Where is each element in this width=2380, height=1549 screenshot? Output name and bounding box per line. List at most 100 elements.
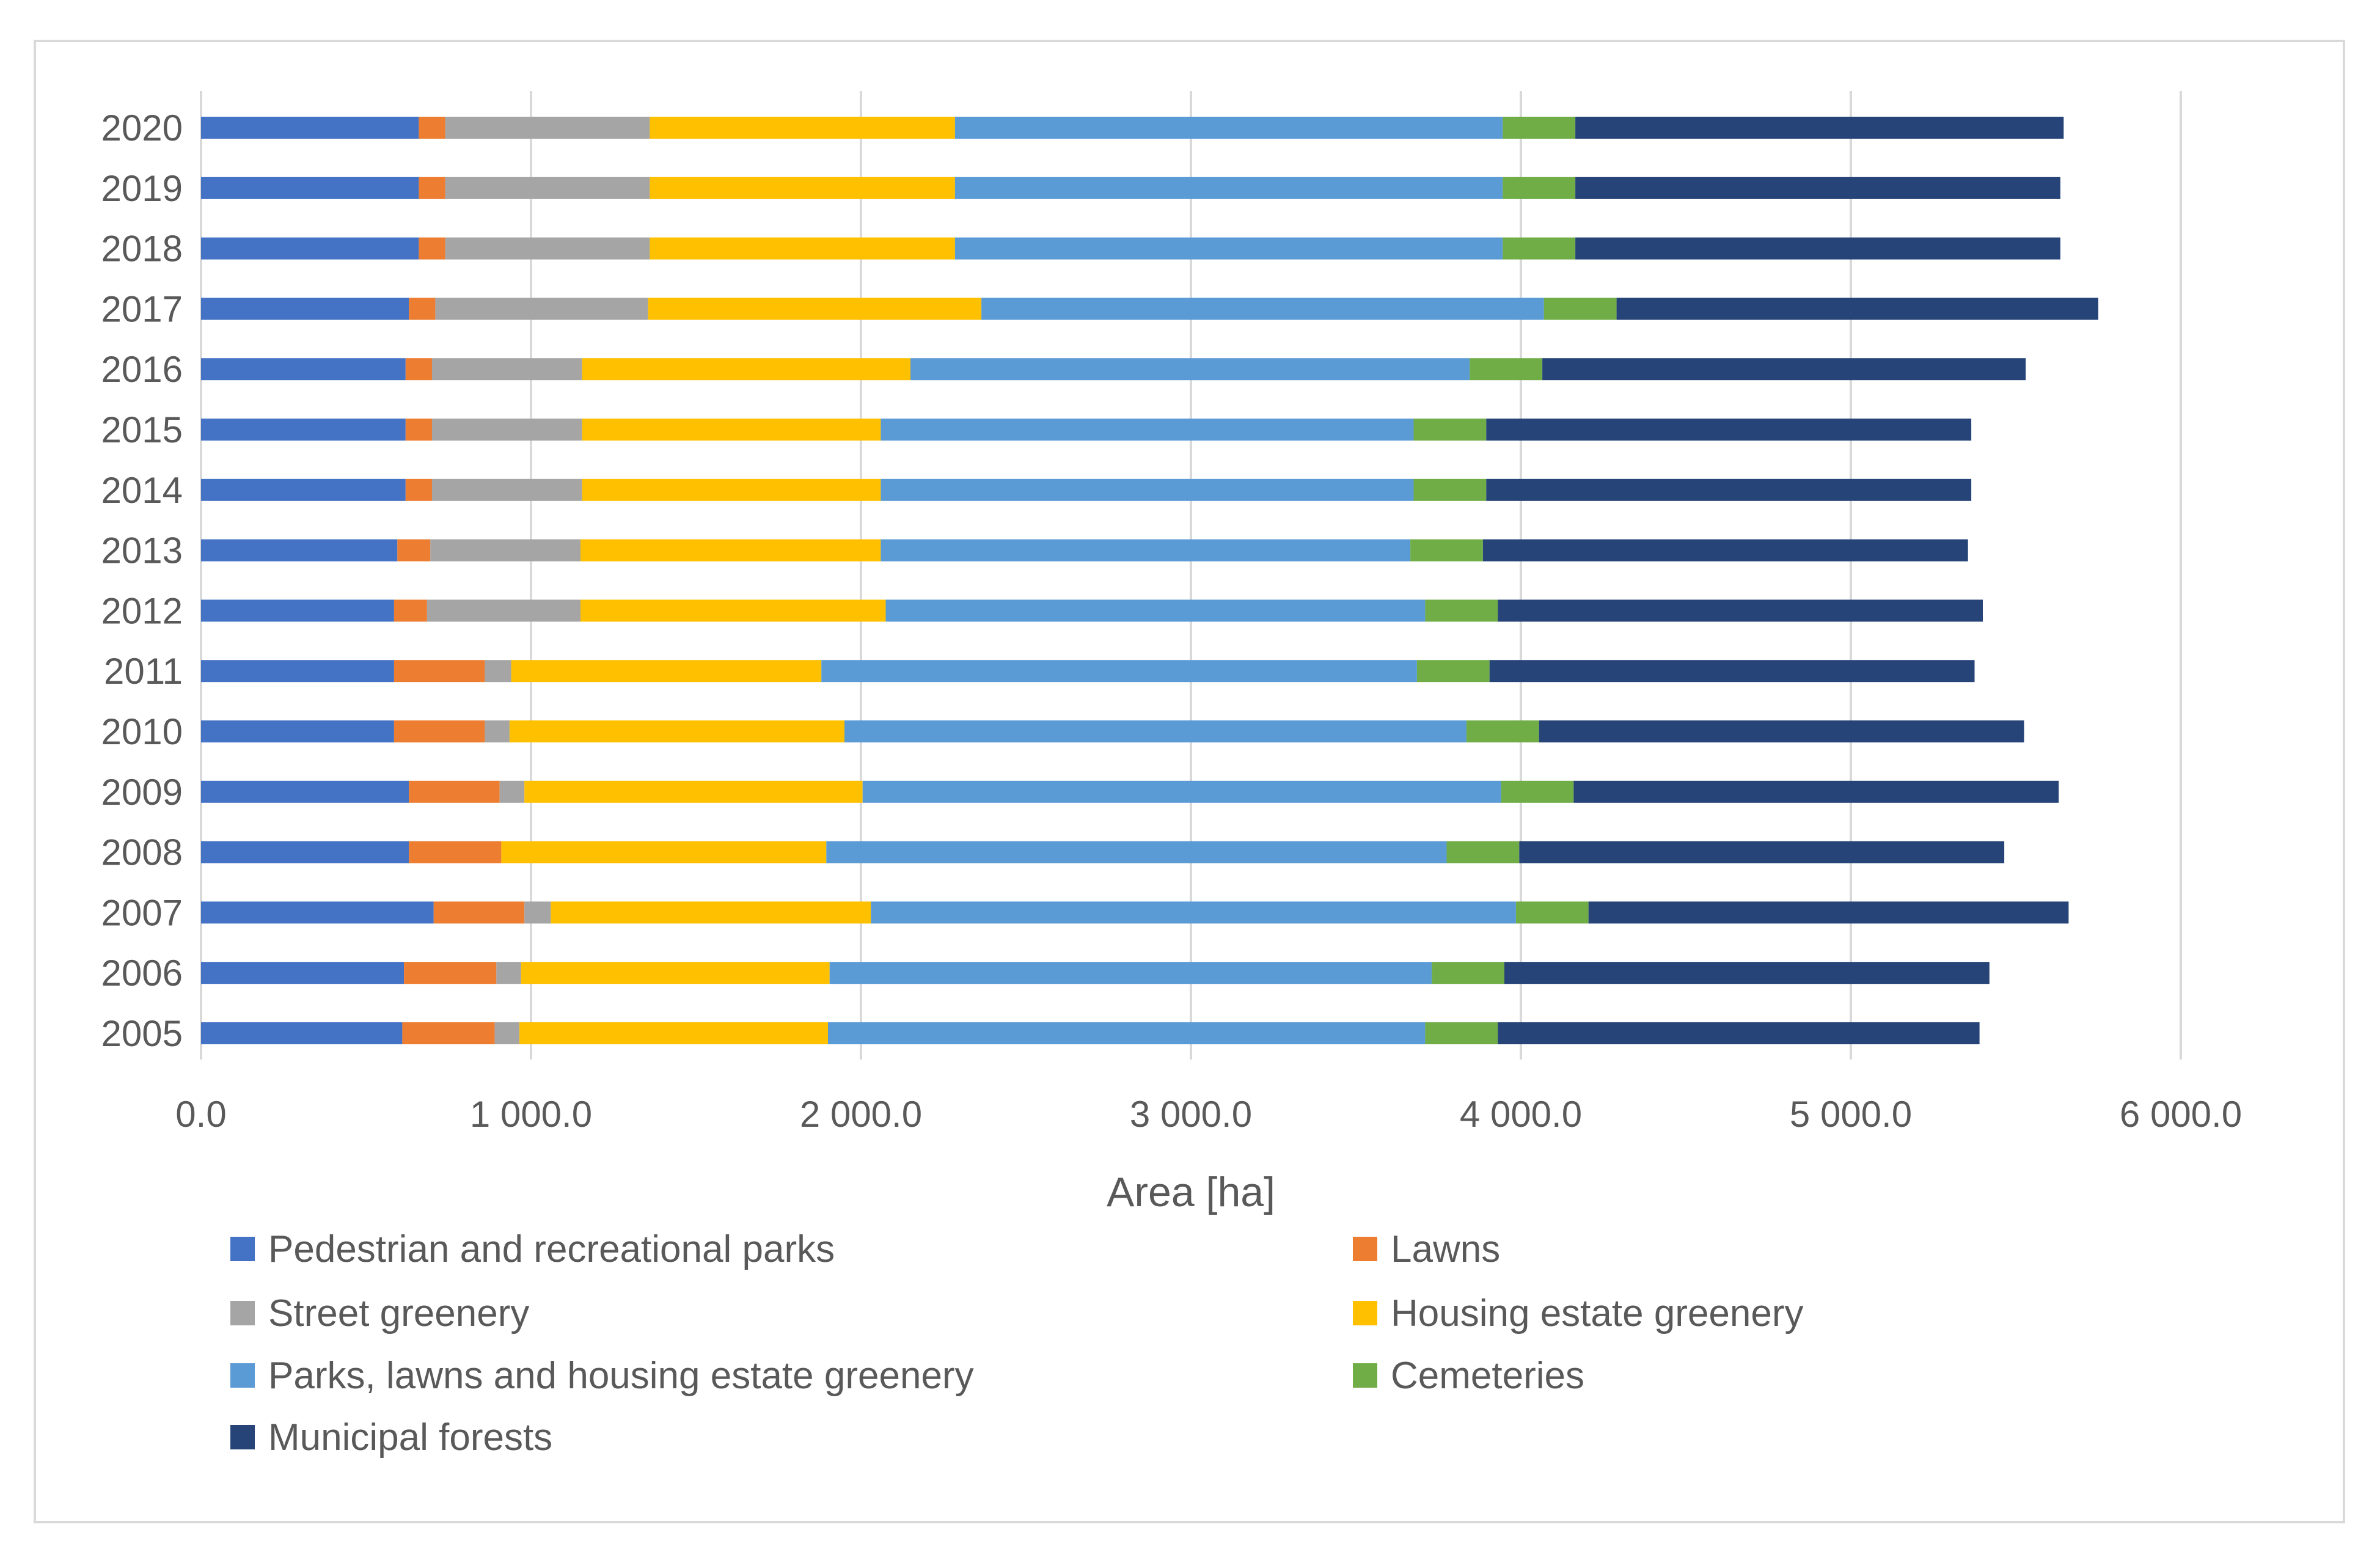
legend-label: Parks, lawns and housing estate greenery	[268, 1355, 974, 1397]
y-tick-label: 2008	[101, 832, 183, 873]
bar-segment	[1573, 780, 2059, 803]
bar-segment	[433, 901, 525, 924]
bar-segment	[871, 901, 1516, 924]
y-tick-label: 2014	[101, 470, 183, 511]
bar-segment	[881, 478, 1414, 501]
bar-segment	[1575, 237, 2060, 260]
y-tick-label: 2007	[101, 892, 183, 933]
legend-label: Municipal forests	[268, 1416, 552, 1459]
stacked-bar-chart: 2020 2019 2018 2017 2016 2015 2014 2013 2012 2011…	[101, 91, 2242, 1459]
bar-segment	[404, 962, 497, 984]
bar-segment	[580, 539, 881, 562]
bar-segment	[435, 298, 648, 320]
legend-item: Cemeteries	[1353, 1355, 1584, 1397]
bar-segment	[1482, 539, 1968, 562]
bar-segment	[394, 599, 427, 622]
legend-item: Street greenery	[230, 1292, 529, 1335]
legend-label: Housing estate greenery	[1391, 1292, 1804, 1335]
bar-segment	[394, 720, 485, 742]
legend-item: Housing estate greenery	[1353, 1292, 1804, 1335]
bar-segment	[829, 962, 1432, 984]
bar-segment	[405, 358, 432, 381]
bar-segment	[409, 841, 502, 863]
bar-segment	[1588, 901, 2069, 924]
legend-label: Lawns	[1391, 1228, 1500, 1270]
bar-segment	[397, 539, 431, 562]
bar-segment	[521, 962, 830, 984]
bar-segment	[509, 720, 844, 742]
bar-segment	[1539, 720, 2024, 742]
x-tick-label: 2 000.0	[800, 1094, 922, 1135]
bar-segment	[499, 780, 525, 803]
bar-segment	[501, 841, 827, 863]
bar-segment	[826, 841, 1447, 863]
bar-segment	[650, 117, 955, 139]
bar-segment	[582, 478, 881, 501]
bar-segment	[427, 599, 580, 622]
bar-segment	[445, 117, 650, 139]
legend-swatch	[230, 1363, 255, 1388]
bar-segment	[1413, 419, 1487, 441]
x-tick-label: 3 000.0	[1130, 1094, 1252, 1135]
bar-segment	[394, 660, 485, 683]
bar-segment	[201, 720, 394, 742]
bar-segment	[445, 237, 650, 260]
bar-segment	[1542, 358, 2026, 381]
bar-segment	[519, 1022, 828, 1044]
bar-segment	[201, 962, 405, 984]
bar-segment	[1616, 298, 2098, 320]
bar-segment	[1519, 841, 2005, 863]
bar-segment	[582, 419, 881, 441]
bar-segment	[201, 599, 394, 622]
bar-segment	[954, 177, 1503, 199]
bar-segment	[881, 419, 1414, 441]
bar-segment	[1489, 660, 1975, 683]
y-tick-label: 2017	[101, 288, 183, 329]
bar-segment	[885, 599, 1426, 622]
bar-segment	[445, 177, 650, 199]
bar-segment	[201, 780, 409, 803]
bar-segment	[862, 780, 1501, 803]
bar-segment	[580, 599, 886, 622]
bar-segment	[1498, 599, 1983, 622]
bar-segment	[1498, 1022, 1980, 1044]
x-tick-label: 5 000.0	[1790, 1094, 1912, 1135]
bar-segment	[1504, 962, 1990, 984]
bar-segment	[1486, 419, 1972, 441]
x-tick-label: 4 000.0	[1460, 1094, 1582, 1135]
bar-segment	[201, 358, 406, 381]
bar-segment	[524, 901, 551, 924]
y-tick-label: 2020	[101, 108, 183, 148]
bar-segment	[650, 237, 955, 260]
bar-segment	[201, 539, 398, 562]
legend-swatch	[1353, 1301, 1377, 1325]
legend-label: Pedestrian and recreational parks	[268, 1228, 835, 1270]
bar-segment	[910, 358, 1470, 381]
bar-segment	[201, 419, 406, 441]
bar-segment	[201, 298, 409, 320]
bar-segment	[954, 237, 1503, 260]
y-tick-label: 2009	[101, 772, 183, 813]
bar-segment	[1575, 177, 2060, 199]
bar-segment	[1470, 358, 1543, 381]
y-tick-label: 2006	[101, 953, 183, 994]
bar-segment	[432, 419, 582, 441]
bar-segment	[1486, 478, 1972, 501]
bar-segment	[582, 358, 910, 381]
bar-segment	[201, 478, 406, 501]
bar-segment	[1575, 117, 2064, 139]
bar-segment	[844, 720, 1466, 742]
x-tick-label: 1 000.0	[470, 1094, 592, 1135]
bar-segment	[881, 539, 1411, 562]
y-tick-label: 2013	[101, 530, 183, 571]
legend-item: Pedestrian and recreational parks	[230, 1228, 835, 1270]
bar-segment	[201, 1022, 403, 1044]
bar-segment	[821, 660, 1417, 683]
legend-item: Lawns	[1353, 1228, 1500, 1270]
y-tick-label: 2005	[101, 1013, 183, 1054]
bar-segment	[650, 177, 955, 199]
bar-segment	[496, 962, 521, 984]
legend-label: Street greenery	[268, 1292, 529, 1335]
legend-item: Municipal forests	[230, 1416, 552, 1459]
bar-segment	[954, 117, 1503, 139]
